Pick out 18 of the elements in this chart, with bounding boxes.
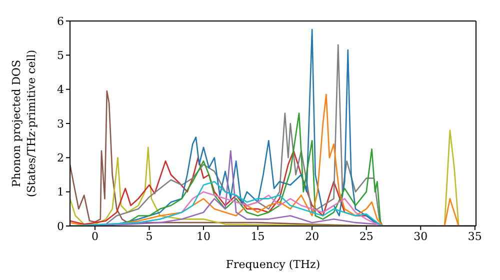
x-tick-label: 35 <box>468 230 482 243</box>
x-tick-label: 30 <box>414 230 428 243</box>
x-tick-label: 10 <box>196 230 211 243</box>
line-series <box>70 180 384 226</box>
y-tick-label: 0 <box>57 220 64 233</box>
x-tick-label: 20 <box>305 230 320 243</box>
y-tick-label: 4 <box>57 83 64 96</box>
x-tick-label: 5 <box>146 230 153 243</box>
x-axis-title: Frequency (THz) <box>226 258 320 271</box>
y-tick-label: 2 <box>57 152 64 165</box>
y-tick-label: 6 <box>57 14 64 28</box>
x-tick-label: 25 <box>359 230 374 243</box>
y-tick-label: 3 <box>57 117 64 130</box>
y-tick-label: 5 <box>57 49 64 62</box>
y-axis-title: Phonon projected DOS (States/THz·primitive cell) <box>10 50 38 198</box>
x-tick-label: 15 <box>250 230 265 243</box>
y-tick-label: 1 <box>57 186 64 199</box>
x-tick-label: 0 <box>91 230 98 243</box>
